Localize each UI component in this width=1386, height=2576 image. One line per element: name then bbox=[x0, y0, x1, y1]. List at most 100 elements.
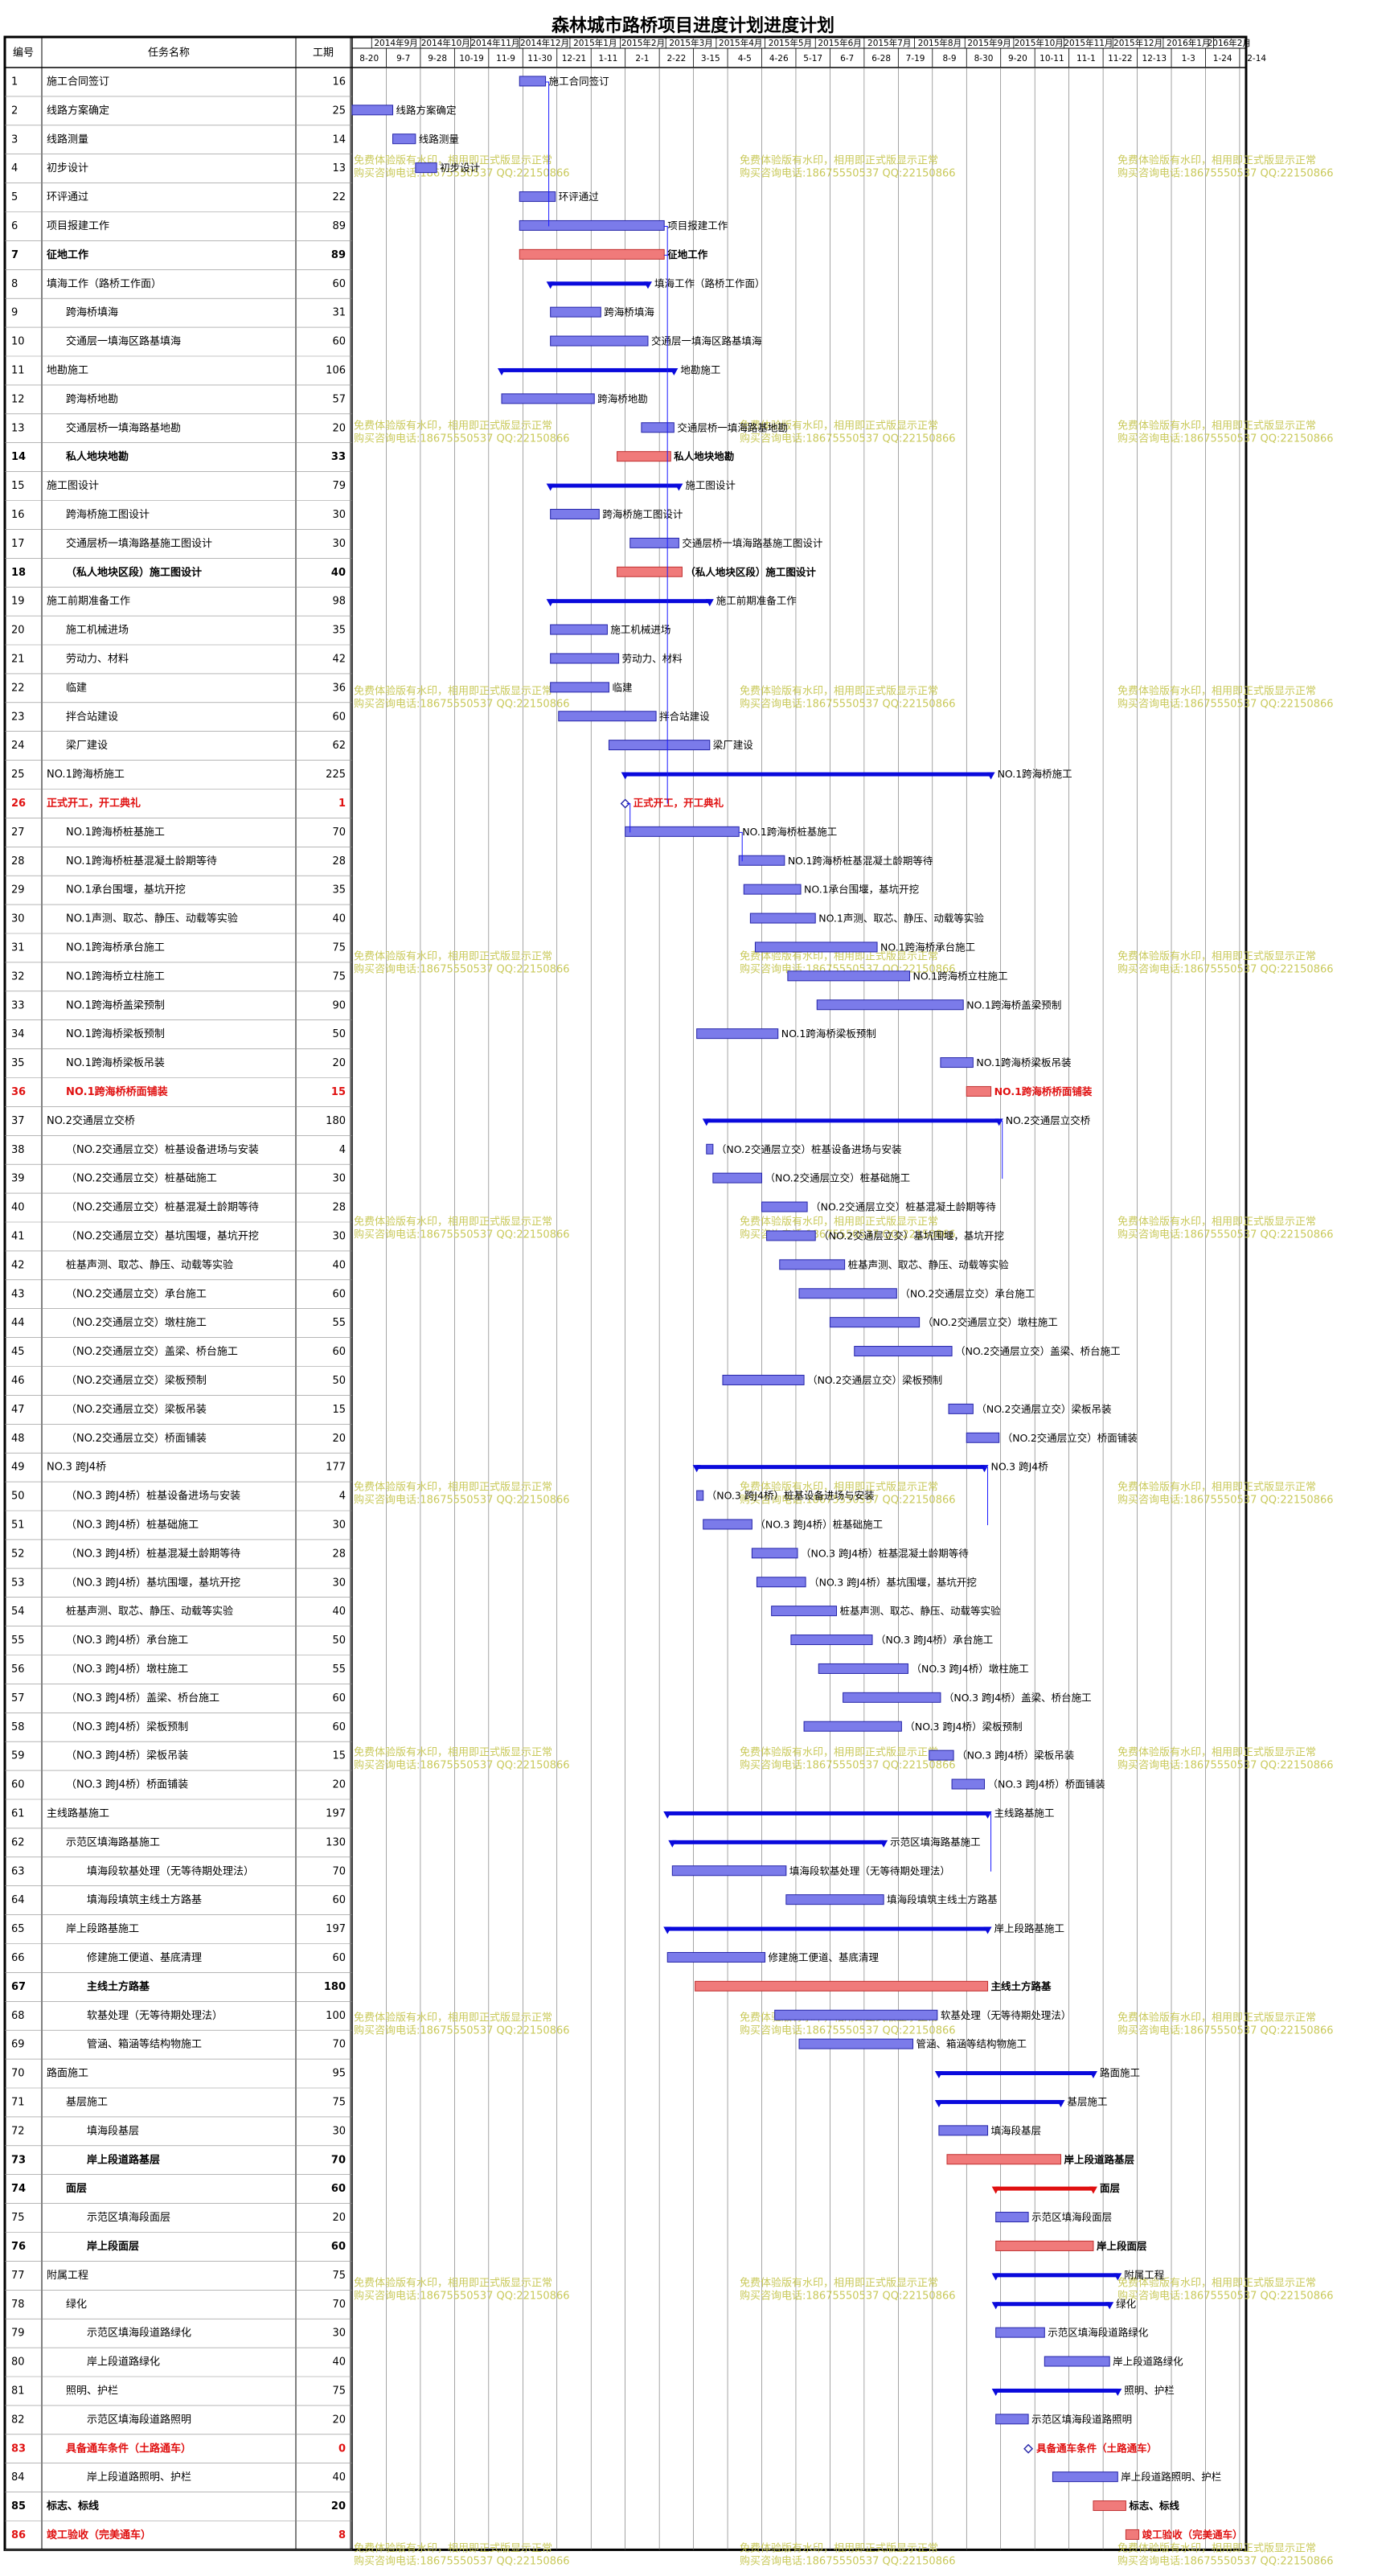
summary-cap-end bbox=[1056, 2099, 1065, 2107]
watermark-text: 免费体验版有水印，相用即正式版显示正常 bbox=[740, 154, 938, 167]
task-name: NO.1跨海桥桩基混凝土龄期等待 bbox=[66, 855, 217, 868]
month-label: 2014年11月 bbox=[470, 38, 519, 48]
task-id: 51 bbox=[11, 1519, 25, 1531]
bar-label: 示范区填海段道路照明 bbox=[1031, 2413, 1132, 2425]
summary-cap-end bbox=[986, 772, 995, 780]
task-id: 27 bbox=[11, 827, 25, 839]
summary-cap-start bbox=[498, 367, 506, 375]
task-name: （NO.3 跨J4桥）桥面铺装 bbox=[66, 1779, 188, 1791]
bar-label: （NO.3 跨J4桥）桩基混凝土龄期等待 bbox=[801, 1547, 969, 1559]
bar-label: NO.1承台围堰，基坑开挖 bbox=[804, 884, 919, 896]
summary-cap-end bbox=[670, 367, 679, 375]
task-duration: 95 bbox=[332, 2068, 346, 2080]
bar-label: 交通层一填海区路基填海 bbox=[651, 335, 762, 347]
week-label: 11-1 bbox=[1076, 54, 1096, 64]
summary-cap-start bbox=[991, 2273, 1000, 2281]
task-duration: 89 bbox=[331, 249, 346, 261]
summary-cap-start bbox=[668, 1840, 677, 1848]
task-duration: 0 bbox=[338, 2443, 346, 2455]
watermark-text: 免费体验版有水印，相用即正式版显示正常 bbox=[1117, 154, 1316, 167]
task-bar bbox=[722, 1374, 805, 1385]
task-id: 76 bbox=[11, 2241, 26, 2253]
task-duration: 90 bbox=[332, 999, 346, 1011]
task-id: 49 bbox=[11, 1462, 25, 1474]
watermark-text: 免费体验版有水印，相用即正式版显示正常 bbox=[1117, 1746, 1316, 1759]
task-id: 18 bbox=[11, 567, 26, 579]
task-name: 示范区填海段道路照明 bbox=[87, 2413, 191, 2426]
watermark-text: 免费体验版有水印，相用即正式版显示正常 bbox=[740, 2277, 938, 2290]
summary-bar bbox=[550, 599, 710, 604]
watermark-text: 购买咨询电话:18675550537 QQ:22150866 bbox=[740, 2555, 956, 2568]
task-name: 附属工程 bbox=[47, 2270, 88, 2282]
task-duration: 55 bbox=[332, 1317, 346, 1329]
summary-bar bbox=[550, 483, 679, 488]
bar-label: （NO.2交通层立交）桩基础施工 bbox=[765, 1172, 911, 1184]
summary-cap-start bbox=[621, 772, 629, 780]
watermark-text: 免费体验版有水印，相用即正式版显示正常 bbox=[1117, 685, 1316, 698]
task-duration: 20 bbox=[332, 1433, 346, 1445]
task-id: 43 bbox=[11, 1288, 25, 1300]
task-id: 81 bbox=[11, 2385, 25, 2397]
month-label: 2015年12月 bbox=[1113, 38, 1163, 48]
task-id: 80 bbox=[11, 2357, 25, 2369]
summary-cap-start bbox=[934, 2099, 943, 2107]
month-label: 2015年9月 bbox=[967, 38, 1011, 48]
task-bar bbox=[695, 1980, 989, 1991]
task-name: NO.1跨海桥盖梁预制 bbox=[66, 999, 165, 1011]
bar-label: 桩基声测、取芯、静压、动载等实验 bbox=[848, 1258, 1010, 1270]
summary-bar bbox=[995, 2302, 1110, 2307]
task-bar bbox=[774, 2009, 938, 2020]
watermark-text: 购买咨询电话:18675550537 QQ:22150866 bbox=[1117, 963, 1334, 976]
task-bar bbox=[550, 682, 609, 693]
bar-label: （NO.3 跨J4桥）梁板预制 bbox=[904, 1721, 1022, 1733]
summary-cap-end bbox=[983, 1811, 992, 1819]
task-duration: 36 bbox=[332, 682, 346, 694]
watermark-text: 购买咨询电话:18675550537 QQ:22150866 bbox=[354, 1229, 570, 1241]
watermark-text: 免费体验版有水印，相用即正式版显示正常 bbox=[1117, 2542, 1316, 2555]
task-name: 主线路基施工 bbox=[47, 1807, 109, 1819]
task-duration: 60 bbox=[332, 278, 346, 290]
task-duration: 50 bbox=[332, 1375, 346, 1387]
task-id: 31 bbox=[11, 941, 25, 954]
task-name: NO.1承台围堰，基坑开挖 bbox=[66, 884, 186, 896]
task-id: 21 bbox=[11, 653, 25, 665]
watermark-text: 免费体验版有水印，相用即正式版显示正常 bbox=[354, 2012, 552, 2024]
task-name: 地勘施工 bbox=[47, 364, 88, 376]
task-duration: 50 bbox=[332, 1028, 346, 1040]
task-bar bbox=[785, 1894, 884, 1905]
task-duration: 60 bbox=[332, 1288, 346, 1300]
task-id: 25 bbox=[11, 769, 25, 781]
task-id: 47 bbox=[11, 1404, 25, 1416]
task-bar bbox=[666, 1951, 766, 1963]
task-bar bbox=[351, 105, 394, 116]
summary-bar bbox=[706, 1118, 999, 1123]
week-label: 6-7 bbox=[840, 54, 854, 64]
task-id: 6 bbox=[11, 220, 18, 232]
week-label: 12-21 bbox=[562, 54, 587, 64]
task-bar bbox=[550, 335, 649, 347]
task-id: 23 bbox=[11, 711, 25, 723]
bar-label: NO.1跨海桥承台施工 bbox=[880, 941, 975, 953]
task-bar bbox=[550, 306, 601, 318]
task-duration: 14 bbox=[332, 133, 346, 146]
bar-label: 标志、标线 bbox=[1128, 2500, 1179, 2512]
bar-label: （NO.3 跨J4桥）梁板吊装 bbox=[957, 1749, 1074, 1762]
task-duration: 60 bbox=[332, 336, 346, 348]
task-name: 交通层桥一填海路基施工图设计 bbox=[66, 537, 212, 550]
week-label: 9-7 bbox=[396, 54, 410, 64]
task-duration: 4 bbox=[339, 1491, 346, 1503]
watermark-text: 免费体验版有水印，相用即正式版显示正常 bbox=[354, 685, 552, 698]
task-duration: 15 bbox=[332, 1404, 346, 1416]
task-bar bbox=[816, 999, 964, 1011]
task-name: 交通层桥一填海路基地勘 bbox=[66, 421, 181, 434]
task-duration: 40 bbox=[332, 1606, 346, 1618]
watermark-text: 购买咨询电话:18675550537 QQ:22150866 bbox=[1117, 1229, 1334, 1241]
task-name: 示范区填海路基施工 bbox=[66, 1836, 160, 1848]
task-name: NO.1跨海桥梁板预制 bbox=[66, 1028, 165, 1040]
task-duration: 60 bbox=[332, 1721, 346, 1733]
bar-label: NO.1跨海桥桥面铺装 bbox=[994, 1085, 1093, 1097]
dependency-link bbox=[626, 802, 631, 833]
bar-label: 岸上段面层 bbox=[1097, 2240, 1147, 2252]
bar-label: NO.1声测、取芯、静压、动载等实验 bbox=[818, 913, 984, 925]
milestone-marker bbox=[620, 798, 630, 809]
